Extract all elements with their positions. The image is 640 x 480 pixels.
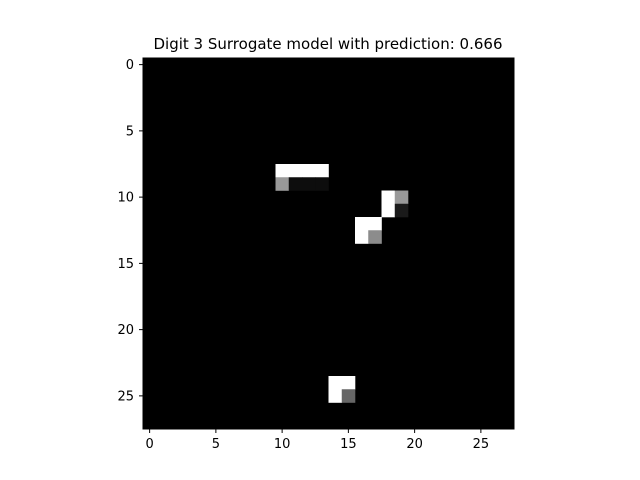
heatmap-cell [381, 190, 396, 205]
heatmap-cell [394, 190, 409, 205]
heatmap-cell [341, 376, 356, 390]
chart-title: Digit 3 Surrogate model with prediction:… [154, 35, 503, 53]
heatmap-cell [302, 177, 316, 191]
heatmap-cell [381, 203, 396, 218]
heatmap-cell [275, 164, 290, 178]
heatmap-cell [355, 230, 369, 244]
heatmap-cell [355, 217, 369, 231]
heatmap-cell [368, 230, 382, 244]
x-tick-label: 0 [145, 437, 153, 452]
y-tick-label: 10 [117, 191, 134, 206]
heatmap-cell [328, 389, 343, 403]
y-axis: 0 5 10 15 20 25 [117, 58, 143, 404]
heatmap-cell [315, 164, 329, 178]
x-tick-label: 10 [274, 437, 291, 452]
x-tick-label: 20 [406, 437, 423, 452]
heatmap-cell [288, 177, 303, 191]
heatmap-background [143, 58, 514, 429]
heatmap-cell [368, 217, 382, 231]
x-tick-label: 25 [473, 437, 490, 452]
x-tick-label: 5 [212, 437, 220, 452]
y-tick-label: 20 [117, 323, 134, 338]
heatmap-cells [143, 58, 514, 429]
heatmap-cell [302, 164, 316, 178]
heatmap-cell [394, 203, 409, 218]
heatmap-cell [315, 177, 329, 191]
x-tick-label: 15 [340, 437, 357, 452]
heatmap-cell [275, 177, 290, 191]
heatmap-cell [288, 164, 303, 178]
y-tick-label: 15 [117, 257, 134, 272]
y-tick-label: 0 [126, 58, 134, 73]
heatmap-cell [341, 389, 356, 403]
heatmap-cell [328, 376, 343, 390]
x-axis: 0 5 10 15 20 25 [145, 429, 489, 452]
plot-frame [142, 57, 515, 430]
y-tick-label: 5 [126, 124, 134, 139]
y-tick-label: 25 [117, 389, 134, 404]
